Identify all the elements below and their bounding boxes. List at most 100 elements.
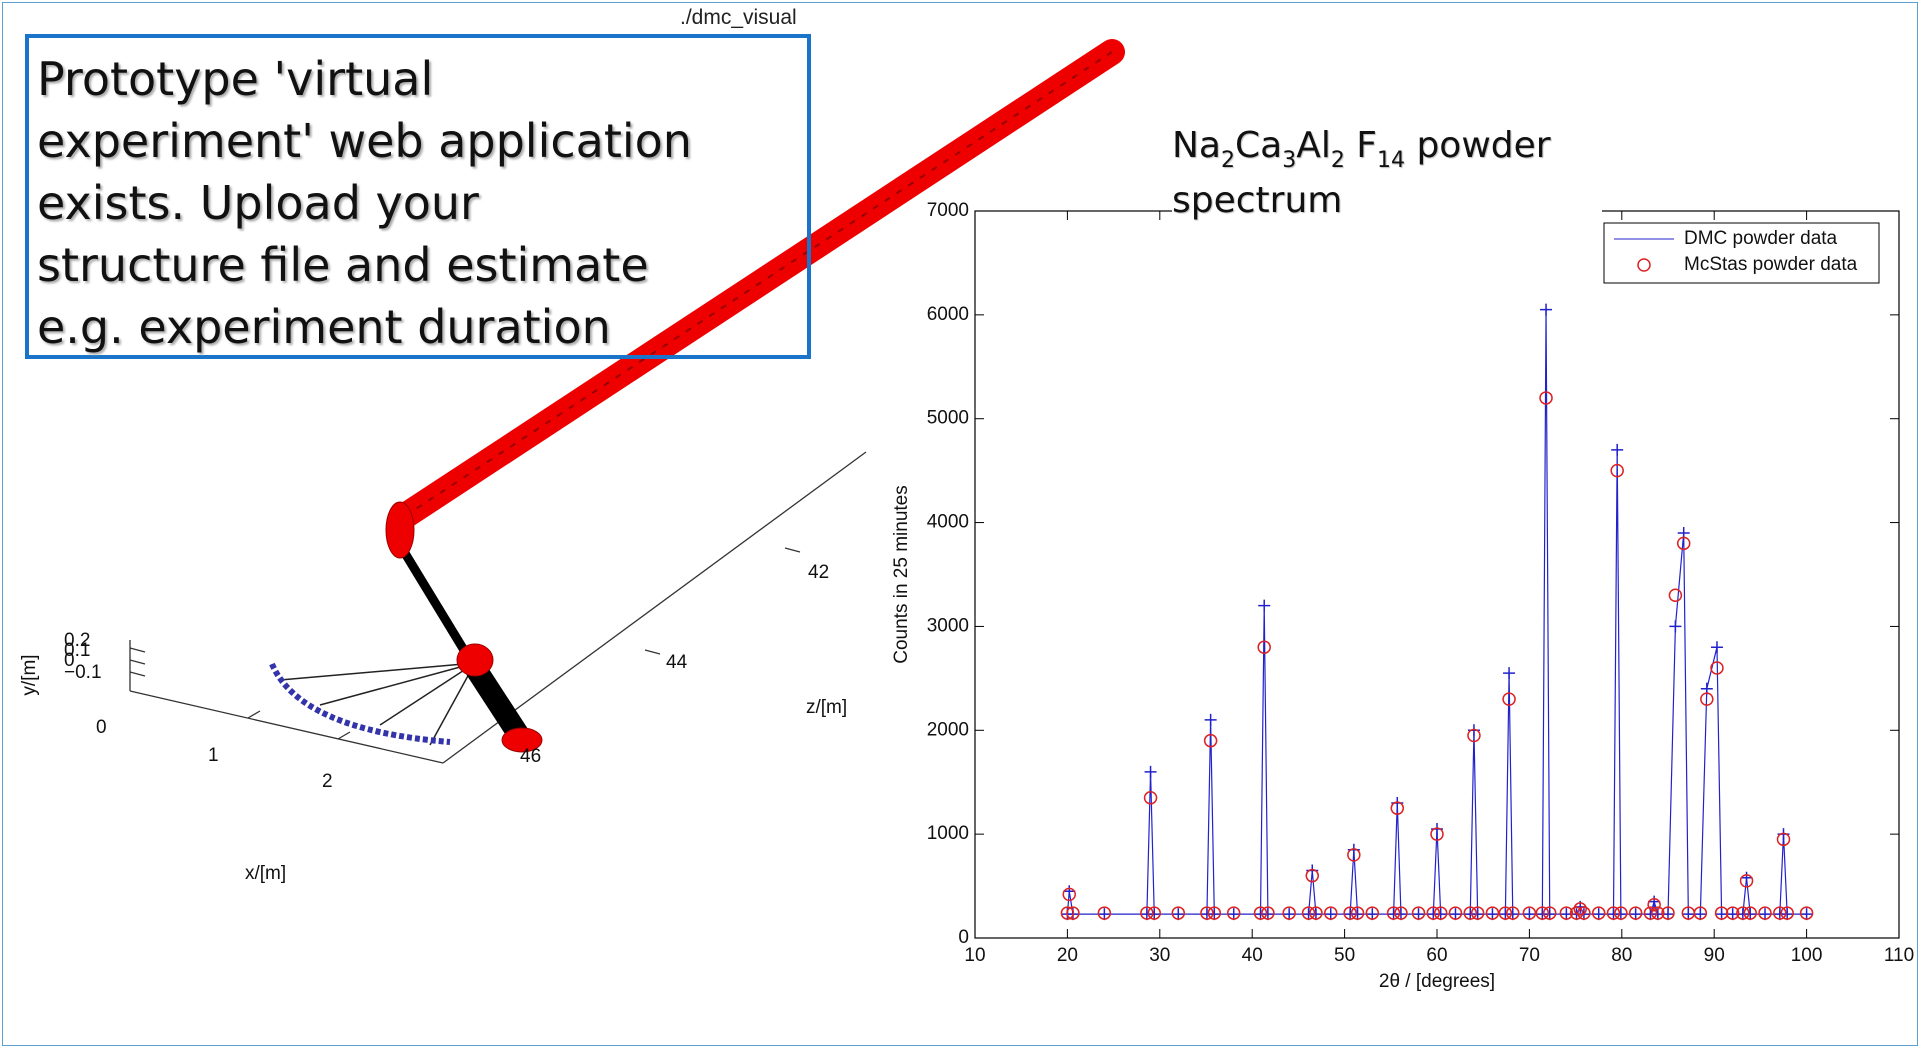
- title-subscript: 2: [1221, 148, 1235, 173]
- circle-marker: [1700, 692, 1714, 706]
- circle-marker: [1097, 906, 1112, 920]
- plus-marker: [1063, 885, 1076, 898]
- plus-marker: [1744, 908, 1757, 921]
- circle-marker: [1463, 906, 1478, 920]
- circle-marker: [1661, 906, 1675, 920]
- legend-label: McStas powder data: [1684, 254, 1858, 275]
- plus-marker: [1611, 443, 1624, 456]
- axis-tick: [644, 649, 661, 655]
- plus-marker: [1781, 908, 1794, 921]
- circle-marker: [1261, 906, 1275, 920]
- x-tick-label: 10: [964, 945, 985, 966]
- plus-marker: [1283, 908, 1296, 921]
- circle-marker: [1676, 536, 1691, 551]
- plus-marker: [1543, 908, 1556, 921]
- circle-marker: [1573, 902, 1587, 916]
- plus-marker: [1759, 908, 1772, 921]
- guide-detail: [404, 51, 1113, 517]
- circle-marker: [1799, 906, 1814, 920]
- plus-marker: [1669, 620, 1682, 633]
- detector-rays: [279, 662, 476, 746]
- plus-marker: [1258, 599, 1271, 612]
- circle-marker: [1253, 906, 1268, 920]
- plus-marker: [1412, 908, 1425, 921]
- circle-marker: [1323, 906, 1338, 920]
- axis-label: z/[m]: [806, 697, 847, 718]
- plus-marker: [1098, 908, 1111, 921]
- plus-marker: [1148, 908, 1161, 921]
- y-tick-label: 7000: [927, 200, 969, 221]
- title-text: powder spectrum: [1172, 125, 1551, 221]
- axis-tick: [129, 659, 146, 665]
- x-tick-label: 90: [1704, 945, 1725, 966]
- y-tick-label: 0: [958, 927, 969, 948]
- z-tick-label: 42: [808, 562, 829, 583]
- plus-marker: [1471, 908, 1484, 921]
- chart-title: Na2Ca3Al2 F14 powder spectrum: [1172, 118, 1602, 228]
- plus-marker: [1227, 908, 1240, 921]
- circle-marker: [1651, 906, 1665, 920]
- circle-marker: [1710, 661, 1724, 675]
- circle-marker: [1643, 906, 1658, 920]
- instrument-segment: [396, 542, 474, 663]
- plus-marker: [1540, 303, 1553, 316]
- circle-marker: [1522, 906, 1537, 920]
- legend-label: DMC powder data: [1684, 228, 1838, 249]
- y-tick-label: 3000: [927, 615, 969, 636]
- circle-marker: [1743, 906, 1757, 920]
- circle-marker: [1725, 906, 1740, 920]
- circle-marker: [1467, 728, 1481, 743]
- circle-marker: [1390, 801, 1405, 815]
- circle-marker: [1448, 906, 1463, 920]
- circle-marker: [1426, 906, 1441, 920]
- axis-tick: [129, 671, 146, 677]
- circle-marker: [1506, 906, 1520, 920]
- circle-marker: [1347, 848, 1361, 862]
- x-tick-label: 0: [96, 717, 107, 738]
- plus-marker: [1144, 765, 1157, 778]
- plus-marker: [1800, 908, 1813, 921]
- plus-marker: [1366, 908, 1379, 921]
- y-tick-label: −0.1: [64, 662, 102, 683]
- callout-line: e.g. experiment duration: [37, 300, 611, 354]
- circle-marker: [1147, 906, 1162, 920]
- circle-marker: [1207, 906, 1222, 920]
- circle-marker: [1736, 906, 1750, 920]
- title-text: Al: [1296, 125, 1331, 166]
- monochromator: [385, 501, 415, 559]
- plus-marker: [1715, 908, 1728, 921]
- x-tick-label: 40: [1242, 945, 1263, 966]
- circle-marker: [1365, 906, 1380, 920]
- y-tick-label: 0.1: [64, 640, 90, 661]
- y-axis-label: Counts in 25 minutes: [891, 485, 912, 664]
- circle-marker: [1470, 906, 1485, 920]
- z-tick-label: 44: [666, 652, 688, 673]
- axis-line: [129, 690, 444, 764]
- x-tick-label: 20: [1057, 945, 1078, 966]
- circle-marker: [1200, 906, 1214, 920]
- callout-line: exists. Upload your: [37, 176, 479, 230]
- window-title: ./dmc_visual: [680, 6, 797, 29]
- circle-marker: [1714, 906, 1729, 920]
- callout-box: Prototype 'virtual experiment' web applic…: [25, 34, 811, 359]
- plot-area: [974, 210, 1900, 939]
- circle-marker: [1577, 906, 1591, 920]
- circle-marker: [1433, 906, 1448, 920]
- circle-marker: [1542, 906, 1557, 920]
- plus-marker: [1740, 871, 1753, 884]
- plus-marker: [1486, 908, 1499, 921]
- axis-label: y/[m]: [19, 654, 40, 695]
- axis-label: x/[m]: [245, 863, 286, 884]
- circle-marker: [1301, 906, 1316, 920]
- x-tick-label: 70: [1519, 945, 1540, 966]
- legend-marker: [1637, 258, 1651, 272]
- plus-marker: [1682, 908, 1695, 921]
- axis-tick: [337, 731, 351, 740]
- plus-marker: [1648, 895, 1661, 908]
- plus-marker: [1694, 908, 1707, 921]
- plus-marker: [1172, 908, 1185, 921]
- plus-marker: [1204, 713, 1217, 726]
- plus-marker: [1324, 908, 1337, 921]
- callout-line: Prototype 'virtual: [37, 52, 434, 106]
